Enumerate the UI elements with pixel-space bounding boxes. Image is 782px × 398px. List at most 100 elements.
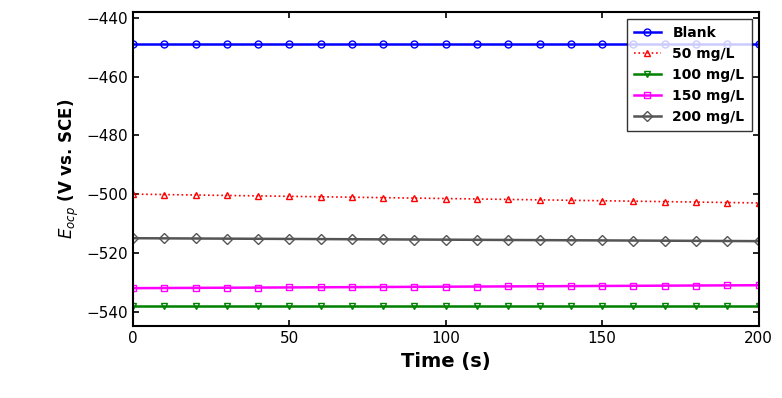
Blank: [363, 42, 372, 47]
50 mg/L: [128, 192, 138, 197]
200 mg/L: [551, 238, 560, 242]
100 mg/L: [269, 303, 278, 308]
200 mg/L: [723, 239, 732, 244]
200 mg/L: [629, 238, 638, 243]
100 mg/L: [175, 303, 185, 308]
200 mg/L: [582, 238, 591, 243]
100 mg/L: [629, 303, 638, 308]
100 mg/L: [660, 303, 669, 308]
200 mg/L: [300, 237, 310, 242]
150 mg/L: [519, 284, 529, 289]
200 mg/L: [269, 236, 278, 241]
100 mg/L: [316, 303, 325, 308]
Legend: Blank, 50 mg/L, 100 mg/L, 150 mg/L, 200 mg/L: Blank, 50 mg/L, 100 mg/L, 150 mg/L, 200 …: [626, 19, 752, 131]
100 mg/L: [160, 303, 169, 308]
150 mg/L: [363, 285, 372, 289]
150 mg/L: [206, 285, 216, 290]
Blank: [222, 42, 231, 47]
Blank: [332, 42, 341, 47]
Blank: [660, 42, 669, 47]
Blank: [253, 42, 263, 47]
200 mg/L: [285, 236, 294, 241]
100 mg/L: [285, 303, 294, 308]
150 mg/L: [676, 283, 685, 288]
200 mg/L: [238, 236, 247, 241]
50 mg/L: [285, 194, 294, 199]
Blank: [300, 42, 310, 47]
150 mg/L: [472, 284, 482, 289]
Blank: [676, 42, 685, 47]
100 mg/L: [425, 303, 435, 308]
Y-axis label: $E_{ocp}$ (V vs. SCE): $E_{ocp}$ (V vs. SCE): [56, 99, 81, 239]
200 mg/L: [535, 238, 544, 242]
Blank: [723, 42, 732, 47]
50 mg/L: [378, 195, 388, 200]
50 mg/L: [629, 199, 638, 203]
100 mg/L: [347, 303, 357, 308]
200 mg/L: [504, 238, 513, 242]
Blank: [613, 42, 622, 47]
100 mg/L: [378, 303, 388, 308]
100 mg/L: [206, 303, 216, 308]
Blank: [394, 42, 404, 47]
Blank: [285, 42, 294, 47]
50 mg/L: [472, 197, 482, 201]
Blank: [128, 42, 138, 47]
100 mg/L: [644, 303, 654, 308]
200 mg/L: [206, 236, 216, 241]
150 mg/L: [660, 283, 669, 288]
200 mg/L: [738, 239, 748, 244]
100 mg/L: [504, 303, 513, 308]
50 mg/L: [300, 194, 310, 199]
200 mg/L: [253, 236, 263, 241]
Line: 100 mg/L: 100 mg/L: [130, 302, 762, 309]
200 mg/L: [316, 237, 325, 242]
Blank: [144, 42, 153, 47]
100 mg/L: [613, 303, 622, 308]
150 mg/L: [238, 285, 247, 290]
100 mg/L: [363, 303, 372, 308]
150 mg/L: [425, 285, 435, 289]
50 mg/L: [488, 197, 497, 201]
200 mg/L: [363, 237, 372, 242]
50 mg/L: [723, 200, 732, 205]
50 mg/L: [613, 199, 622, 203]
100 mg/L: [723, 303, 732, 308]
Blank: [175, 42, 185, 47]
100 mg/L: [457, 303, 466, 308]
50 mg/L: [206, 193, 216, 198]
150 mg/L: [253, 285, 263, 290]
50 mg/L: [191, 193, 200, 197]
50 mg/L: [551, 198, 560, 203]
100 mg/L: [738, 303, 748, 308]
Blank: [269, 42, 278, 47]
50 mg/L: [238, 193, 247, 198]
50 mg/L: [332, 195, 341, 199]
Blank: [504, 42, 513, 47]
200 mg/L: [191, 236, 200, 241]
150 mg/L: [597, 283, 607, 288]
Blank: [191, 42, 200, 47]
150 mg/L: [332, 285, 341, 290]
200 mg/L: [175, 236, 185, 241]
150 mg/L: [347, 285, 357, 289]
Blank: [707, 42, 716, 47]
50 mg/L: [535, 197, 544, 202]
200 mg/L: [378, 237, 388, 242]
Blank: [441, 42, 450, 47]
100 mg/L: [676, 303, 685, 308]
200 mg/L: [144, 236, 153, 241]
100 mg/L: [300, 303, 310, 308]
Blank: [457, 42, 466, 47]
150 mg/L: [191, 285, 200, 290]
50 mg/L: [676, 199, 685, 204]
50 mg/L: [707, 200, 716, 205]
150 mg/L: [644, 283, 654, 288]
150 mg/L: [738, 283, 748, 288]
150 mg/L: [754, 283, 763, 288]
200 mg/L: [332, 237, 341, 242]
50 mg/L: [410, 196, 419, 201]
50 mg/L: [425, 196, 435, 201]
200 mg/L: [441, 237, 450, 242]
100 mg/L: [597, 303, 607, 308]
